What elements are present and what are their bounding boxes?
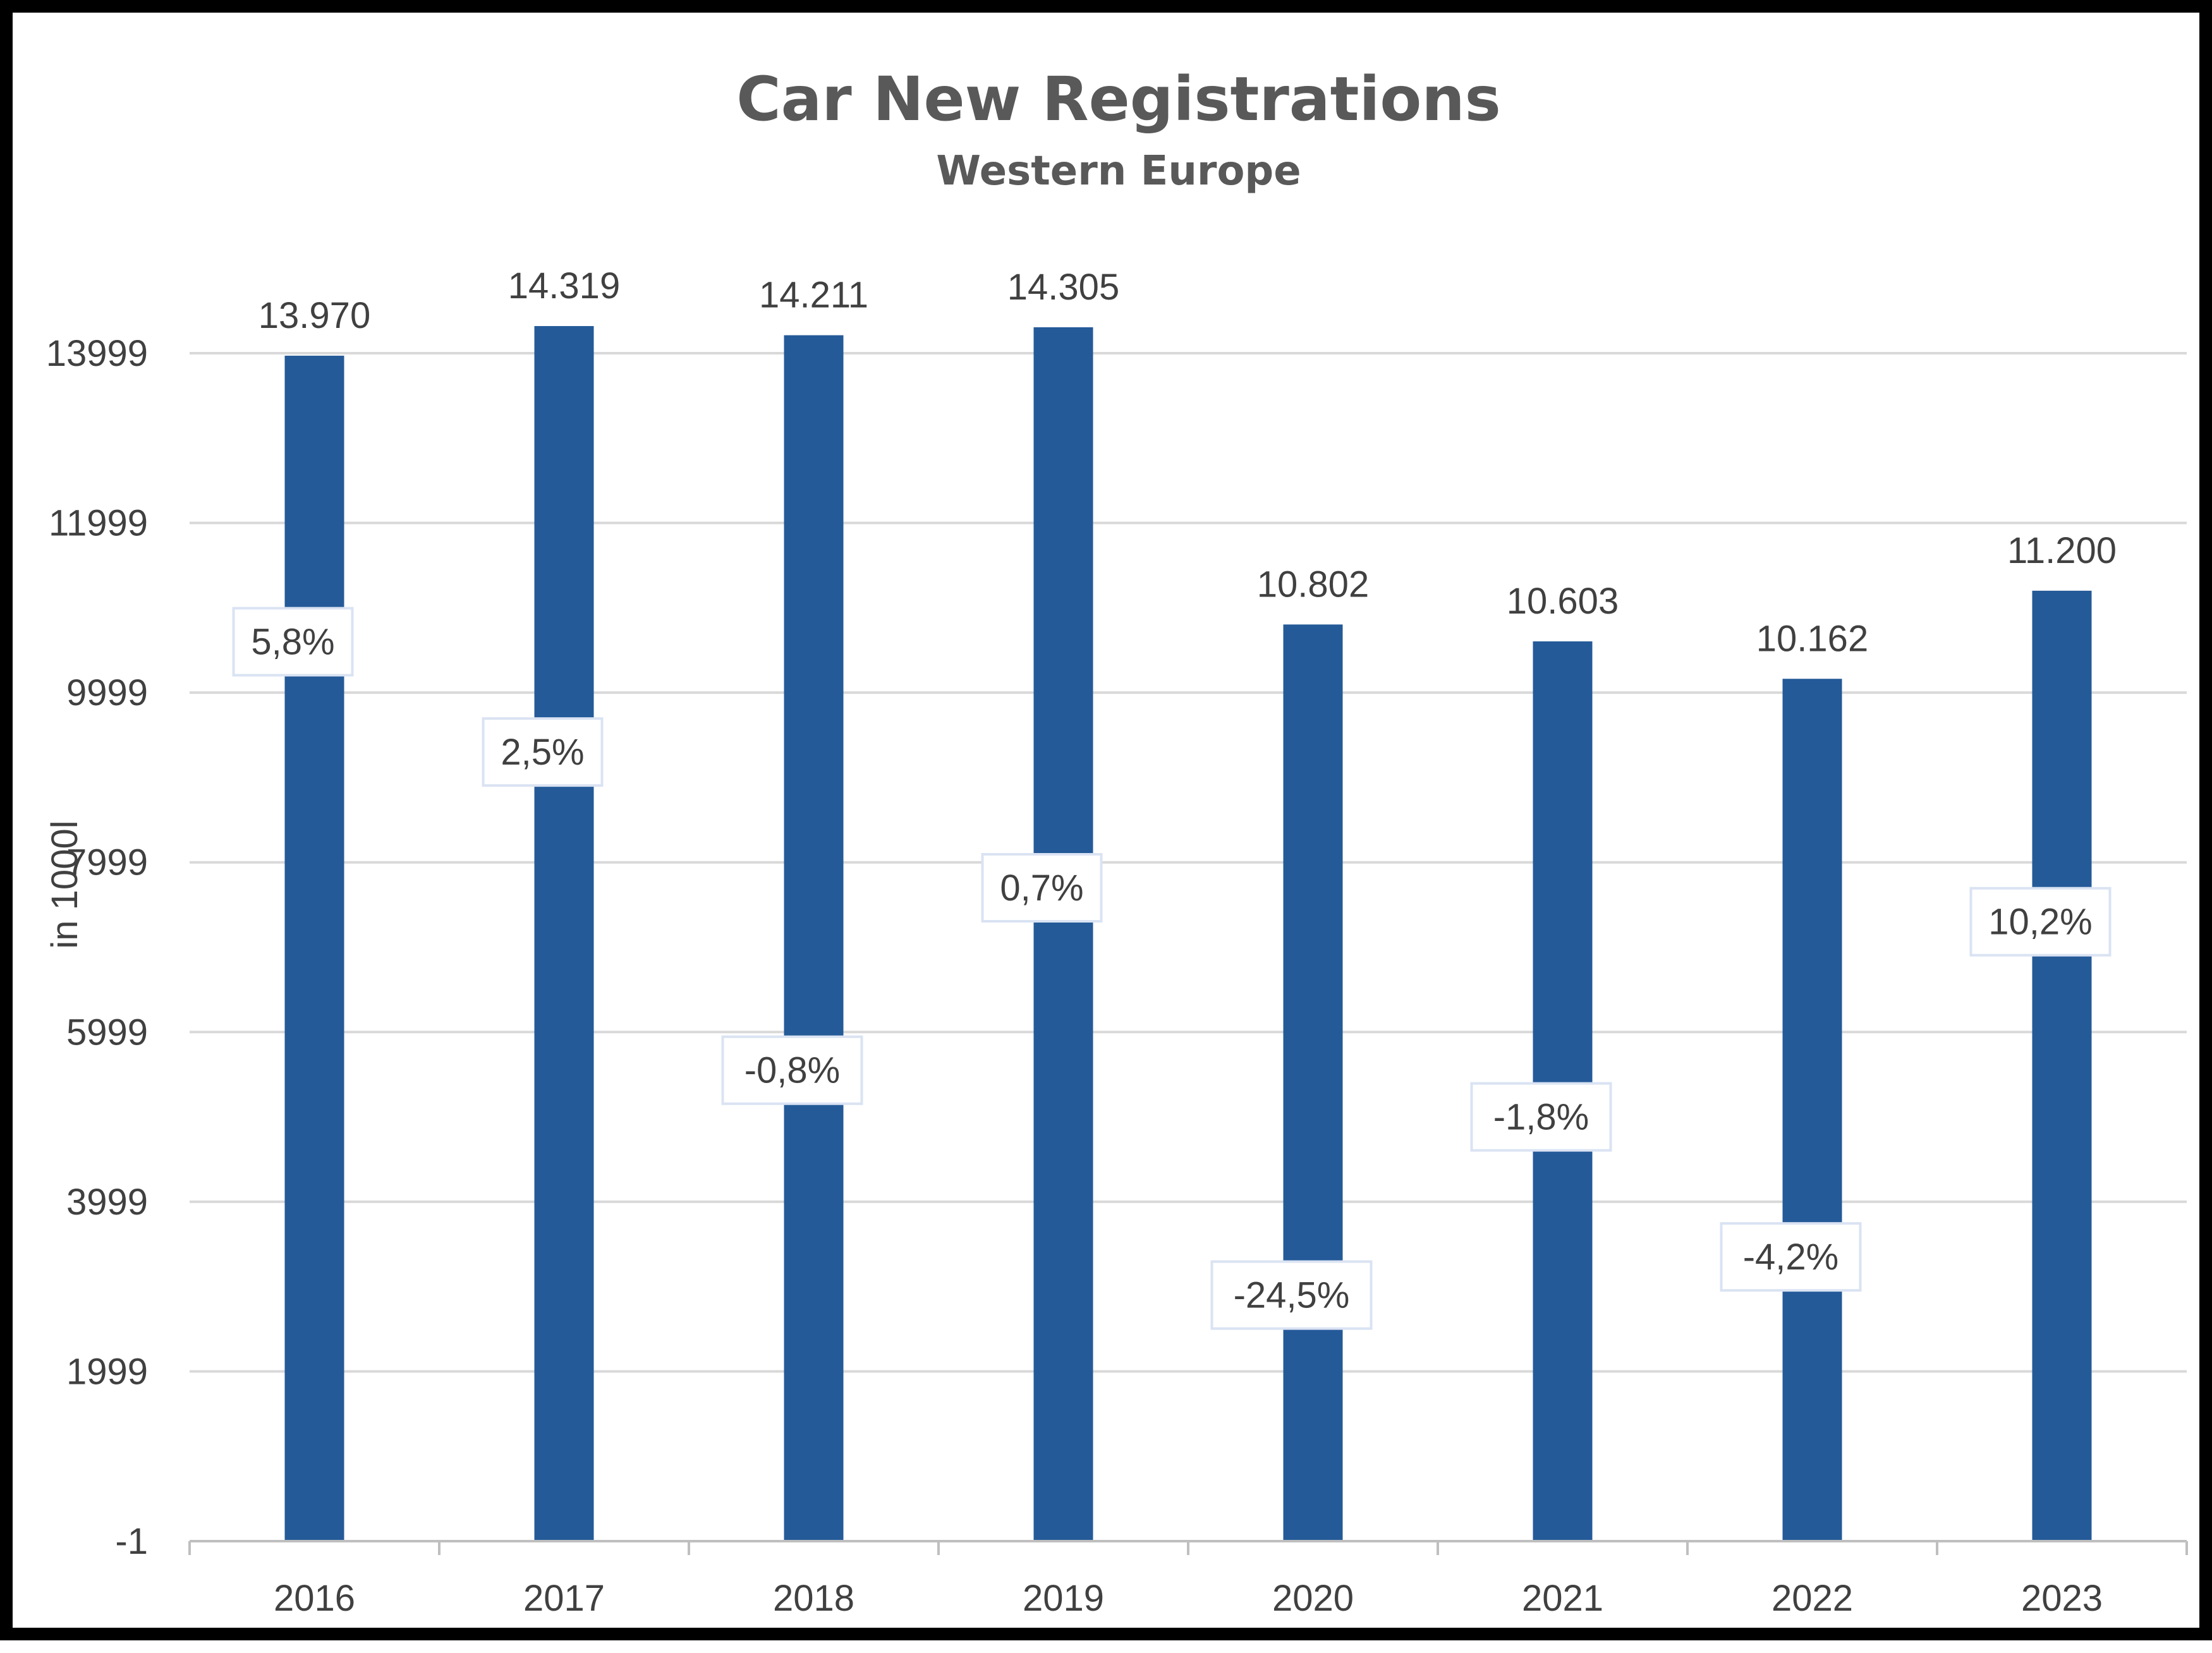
growth-label-box xyxy=(1470,1082,1612,1152)
y-tick-label: 11999 xyxy=(49,503,148,544)
bar-2017 xyxy=(534,326,594,1541)
growth-label: 2,5% xyxy=(482,717,604,787)
growth-label-box xyxy=(981,853,1103,923)
bar-chart: Car New Registrations Western Europe -1 1… xyxy=(44,64,2188,1619)
x-tick-label: 2018 xyxy=(773,1578,854,1619)
x-tick-label: 2020 xyxy=(1272,1578,1354,1619)
growth-label-box xyxy=(232,607,354,677)
growth-label: 0,7% xyxy=(981,853,1103,923)
growth-label: -4,2% xyxy=(1720,1222,1862,1292)
y-tick-label: 5999 xyxy=(66,1012,148,1053)
x-tick-label: 2017 xyxy=(523,1578,605,1619)
value-label: 10.802 xyxy=(1257,564,1369,605)
y-tick-label: 3999 xyxy=(66,1182,148,1223)
value-label: 14.211 xyxy=(759,275,868,316)
bars xyxy=(284,326,2092,1541)
growth-label-text: -1,8% xyxy=(1493,1097,1589,1138)
growth-label-text: 5,8% xyxy=(251,622,334,663)
bar-2019 xyxy=(1033,327,1093,1541)
growth-label: -0,8% xyxy=(721,1035,863,1105)
growth-label-text: 2,5% xyxy=(501,732,584,773)
value-label: 10.603 xyxy=(1507,581,1619,622)
bar-2018 xyxy=(784,335,844,1541)
gridlines xyxy=(190,352,2187,1373)
x-tick-label: 2016 xyxy=(274,1578,355,1619)
value-label: 13.970 xyxy=(258,295,370,336)
value-label: 14.305 xyxy=(1007,267,1119,308)
y-axis-label: in 1000l xyxy=(44,820,85,948)
x-tick-label: 2021 xyxy=(1522,1578,1603,1619)
y-tick-label: 13999 xyxy=(46,333,148,374)
growth-label: -1,8% xyxy=(1470,1082,1612,1152)
value-label: 14.319 xyxy=(508,265,620,306)
x-axis-ticks: 2016 2017 2018 2019 2020 2021 2022 2023 xyxy=(188,1540,2188,1619)
bar-2020 xyxy=(1283,624,1343,1541)
growth-label-box xyxy=(1969,887,2112,957)
y-tick-label: 1999 xyxy=(66,1351,148,1392)
growth-label-box xyxy=(482,717,604,787)
bar-2022 xyxy=(1782,679,1842,1541)
growth-label-text: 0,7% xyxy=(1000,868,1083,909)
chart-subtitle: Western Europe xyxy=(936,148,1301,195)
chart-title: Car New Registrations xyxy=(736,64,1501,135)
growth-label-box xyxy=(1210,1260,1373,1330)
growth-label-box xyxy=(721,1035,863,1105)
value-label: 10.162 xyxy=(1756,618,1868,659)
bar-2023 xyxy=(2032,590,2092,1541)
growth-label: 10,2% xyxy=(1969,887,2112,957)
growth-label-text: 10,2% xyxy=(1988,902,2092,943)
value-label: 11.200 xyxy=(2007,530,2117,571)
growth-label-text: -0,8% xyxy=(744,1050,841,1091)
growth-label-text: -24,5% xyxy=(1234,1275,1350,1316)
bar-2016 xyxy=(284,355,344,1541)
data-labels: 13.970 5,8% 14.319 2,5% 14.211 -0,8% 14.305 0,7… xyxy=(232,265,2117,1330)
y-tick-label: 9999 xyxy=(66,672,148,713)
y-axis-ticks: -1 1999 3999 5999 7999 9999 11999 13999 xyxy=(46,333,148,1562)
x-tick-label: 2019 xyxy=(1023,1578,1104,1619)
x-tick-label: 2022 xyxy=(1771,1578,1853,1619)
growth-label-text: -4,2% xyxy=(1743,1237,1839,1278)
growth-label: -24,5% xyxy=(1210,1260,1373,1330)
x-tick-label: 2023 xyxy=(2021,1578,2103,1619)
y-tick-label: -1 xyxy=(115,1521,148,1562)
growth-label-box xyxy=(1720,1222,1862,1292)
growth-label: 5,8% xyxy=(232,607,354,677)
y-tick-label: 7999 xyxy=(66,842,148,883)
